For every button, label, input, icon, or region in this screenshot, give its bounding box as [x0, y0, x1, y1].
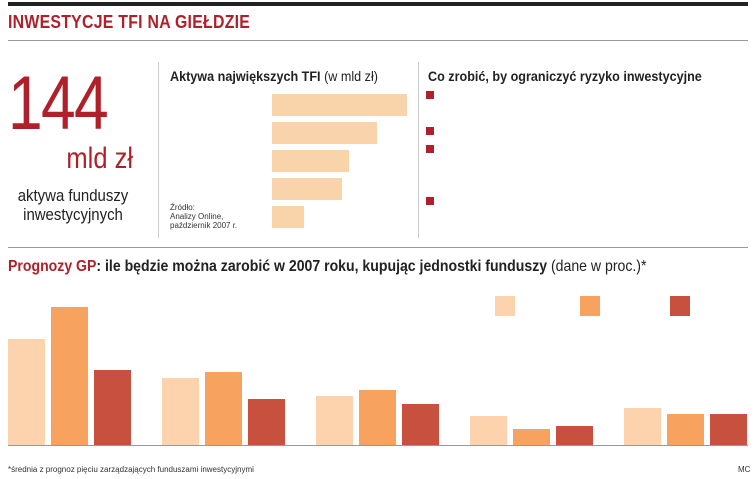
forecast-unit-note: (dane w proc.)* — [547, 258, 647, 275]
forecast-bar — [402, 404, 439, 445]
forecast-bar — [94, 369, 131, 445]
tfi-bar — [272, 206, 305, 228]
forecast-bar — [359, 390, 396, 445]
bullet-icon — [426, 197, 434, 205]
forecast-bar — [513, 428, 550, 445]
tips-title: Co zrobić, by ograniczyć ryzyko inwestyc… — [428, 68, 702, 84]
footnote: *średnia z prognoz pięciu zarządzających… — [8, 465, 254, 474]
forecast-bar-chart — [0, 280, 755, 465]
column-divider — [418, 62, 419, 238]
forecast-bar — [667, 414, 704, 445]
bullet-icon — [426, 145, 434, 153]
legend-swatch — [495, 296, 515, 316]
legend-swatch — [670, 296, 690, 316]
top-rule — [8, 2, 748, 6]
section-divider — [8, 247, 748, 248]
stat-unit: mld zł — [66, 142, 133, 175]
forecast-bar — [205, 371, 242, 445]
forecast-brand: Prognozy GP — [8, 258, 97, 275]
chart-baseline — [8, 445, 748, 446]
bullet-icon — [426, 127, 434, 135]
forecast-bar — [51, 307, 88, 445]
stat-description: aktywa funduszy inwestycyjnych — [17, 186, 129, 224]
tfi-chart-title: Aktywa największych TFI (w mld zł) — [170, 68, 378, 84]
tfi-title-unit: (w mld zł) — [320, 68, 378, 84]
forecast-bar — [624, 408, 661, 445]
forecast-question: : ile będzie można zarobić w 2007 roku, … — [96, 258, 548, 275]
forecast-bar — [316, 396, 353, 445]
header-divider — [8, 40, 748, 41]
forecast-bar — [248, 398, 285, 445]
forecast-bar — [556, 426, 593, 445]
page-title: INWESTYCJE TFI NA GIEŁDZIE — [8, 12, 251, 32]
forecast-bar — [8, 339, 45, 445]
legend-swatch — [580, 296, 600, 316]
tfi-bar — [272, 94, 407, 116]
forecast-bar — [162, 377, 199, 445]
tfi-bar — [272, 178, 343, 200]
tfi-bar — [272, 122, 377, 144]
column-divider — [158, 62, 159, 238]
tfi-title-main: Aktywa największych TFI — [170, 68, 321, 84]
forecast-title: Prognozy GP: ile będzie można zarobić w … — [8, 258, 646, 276]
forecast-bar — [470, 415, 507, 445]
bullet-icon — [426, 91, 434, 99]
credit: MC — [738, 465, 751, 474]
stat-value: 144 — [8, 61, 109, 146]
source-note: Źródło: Analizy Online, październik 2007… — [170, 203, 238, 230]
tfi-bar — [272, 150, 349, 172]
forecast-bar — [710, 414, 747, 445]
